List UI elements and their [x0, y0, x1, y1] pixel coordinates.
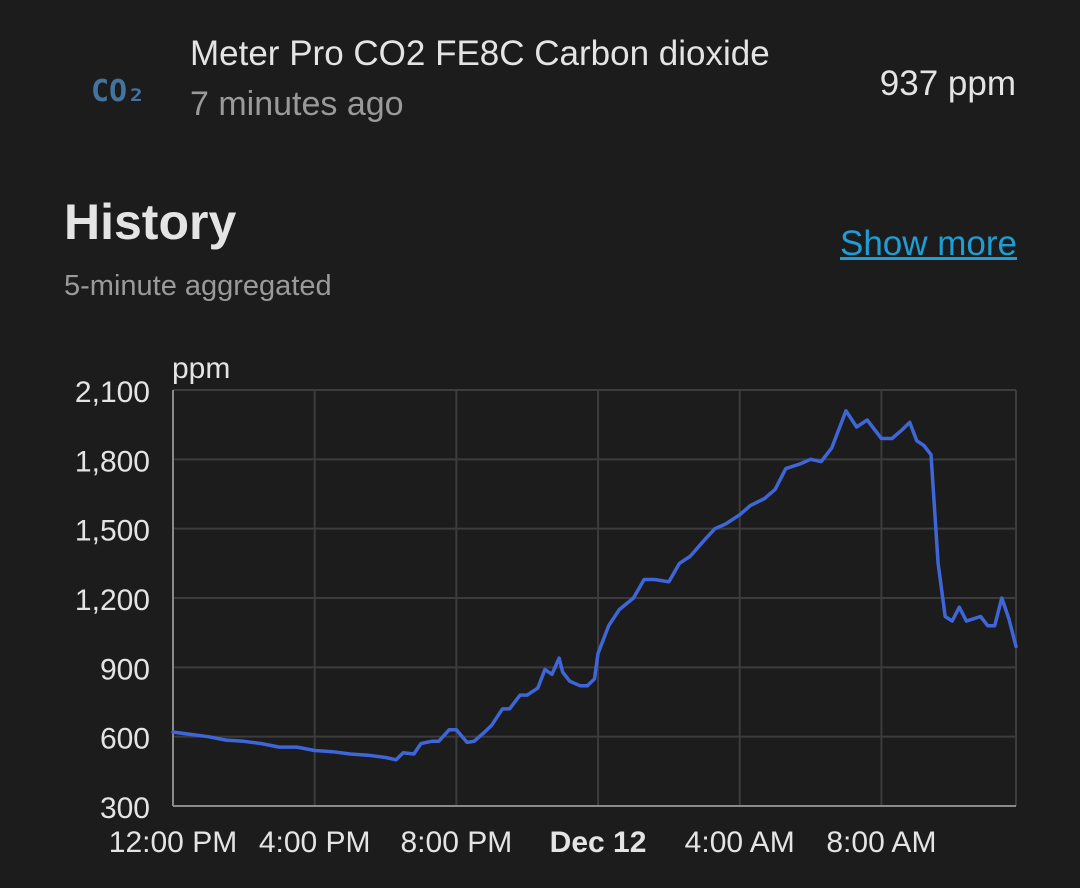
- series-line: [171, 409, 1018, 762]
- y-tick-label: 600: [100, 723, 150, 756]
- x-tick-label: 4:00 PM: [259, 826, 371, 859]
- x-tick-label: 8:00 AM: [826, 826, 936, 859]
- history-chart[interactable]: 300 600 900 1,200 1,500 1,800 2,100 12:00 PM 4:0…: [0, 340, 1080, 888]
- y-tick-label: 900: [100, 653, 150, 686]
- history-title: History: [64, 194, 237, 250]
- x-tick-label: 4:00 AM: [685, 826, 795, 859]
- y-tick-label: 2,100: [75, 376, 150, 409]
- y-tick-label: 1,800: [75, 445, 150, 478]
- y-axis-label: ppm: [172, 352, 230, 385]
- molecule-co2-icon: CO₂: [91, 74, 141, 106]
- y-tick-label: 1,200: [75, 584, 150, 617]
- entity-state: 937 ppm: [879, 64, 1016, 103]
- y-tick-label: 1,500: [75, 515, 150, 548]
- x-tick-label: 12:00 PM: [109, 826, 237, 859]
- x-tick-label: Dec 12: [550, 826, 647, 859]
- history-subtitle: 5-minute aggregated: [64, 270, 332, 302]
- last-changed: 7 minutes ago: [190, 85, 404, 123]
- icon-glyph: CO₂: [91, 74, 141, 106]
- x-tick-label: 8:00 PM: [400, 826, 512, 859]
- show-more-link[interactable]: Show more: [839, 224, 1017, 263]
- y-tick-label: 300: [100, 792, 150, 825]
- entity-name: Meter Pro CO2 FE8C Carbon dioxide: [190, 34, 770, 73]
